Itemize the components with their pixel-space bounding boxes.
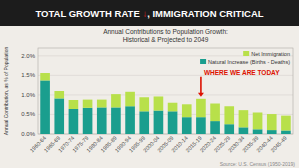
bar-segment: [210, 104, 220, 122]
y-tick-label: 0.0%: [21, 131, 35, 137]
bar-segment: [40, 80, 50, 134]
bar-segment: [196, 117, 206, 134]
bar-segment: [168, 103, 178, 112]
bar-segment: [253, 129, 263, 134]
y-tick-label: 1.0%: [21, 92, 35, 98]
background: [0, 0, 299, 168]
bar-segment: [40, 73, 50, 80]
bar-segment: [168, 111, 178, 134]
grid-line: [38, 94, 293, 95]
bar-segment: [267, 130, 277, 134]
annotation: WHERE WE ARE TODAY: [204, 69, 280, 76]
bar-segment: [111, 94, 121, 107]
y-tick-label: 0.5%: [21, 111, 35, 117]
x-tick-label: 2045-49: [269, 135, 288, 154]
bar-segment: [69, 100, 79, 109]
bar-segment: [83, 108, 93, 134]
chart: TOTAL GROWTH RATE ↓, IMMIGRATION CRITICA…: [0, 0, 299, 168]
bar-segment: [182, 104, 192, 117]
annotation-arrowhead: [198, 93, 204, 97]
bar-segment: [54, 98, 64, 134]
bar-segment: [69, 109, 79, 134]
subtitle: Historical & Projected to 2049: [123, 36, 209, 44]
bar-segment: [239, 127, 249, 134]
plot-frame: [38, 48, 293, 134]
y-tick-label: 2.0%: [21, 53, 35, 59]
bar-segment: [125, 106, 135, 134]
bar-segment: [182, 117, 192, 134]
bar-segment: [97, 107, 107, 134]
bar-segment: [125, 92, 135, 106]
bar-segment: [267, 114, 277, 130]
bar-segment: [253, 113, 263, 130]
bar-segment: [239, 110, 249, 127]
bar-segment: [54, 91, 64, 98]
bar-segment: [139, 111, 149, 134]
bar-segment: [97, 100, 107, 108]
source: Source: U.S. Census (1950-2019): [220, 161, 296, 167]
legend-swatch: [243, 51, 249, 56]
title: TOTAL GROWTH RATE ↓, IMMIGRATION CRITICA…: [35, 8, 263, 19]
y-axis-label: Annual Contribution, as % of Population: [3, 47, 9, 136]
bar-segment: [224, 124, 234, 134]
bar-segment: [111, 107, 121, 134]
bar-segment: [224, 106, 234, 124]
legend: Net Immigration Natural Increase (Births …: [200, 51, 290, 65]
bar-segment: [83, 100, 93, 108]
bar-segment: [210, 121, 220, 134]
bar-segment: [154, 111, 164, 134]
title-part: , IMMIGRATION CRITICAL: [147, 8, 264, 19]
annotation-arrow: [200, 77, 202, 94]
legend-label: Natural Increase (Births - Deaths): [208, 59, 290, 65]
legend-swatch: [200, 59, 206, 64]
bar-segment: [281, 116, 291, 131]
legend-label: Net Immigration: [251, 51, 290, 57]
bar-segment: [139, 97, 149, 111]
title-bar: [0, 0, 299, 26]
title-part: TOTAL GROWTH RATE: [35, 8, 142, 19]
bar-segment: [281, 130, 291, 134]
bars: [40, 73, 290, 134]
bar-segment: [154, 96, 164, 110]
y-tick-label: 1.5%: [21, 72, 35, 78]
bar-segment: [196, 99, 206, 117]
